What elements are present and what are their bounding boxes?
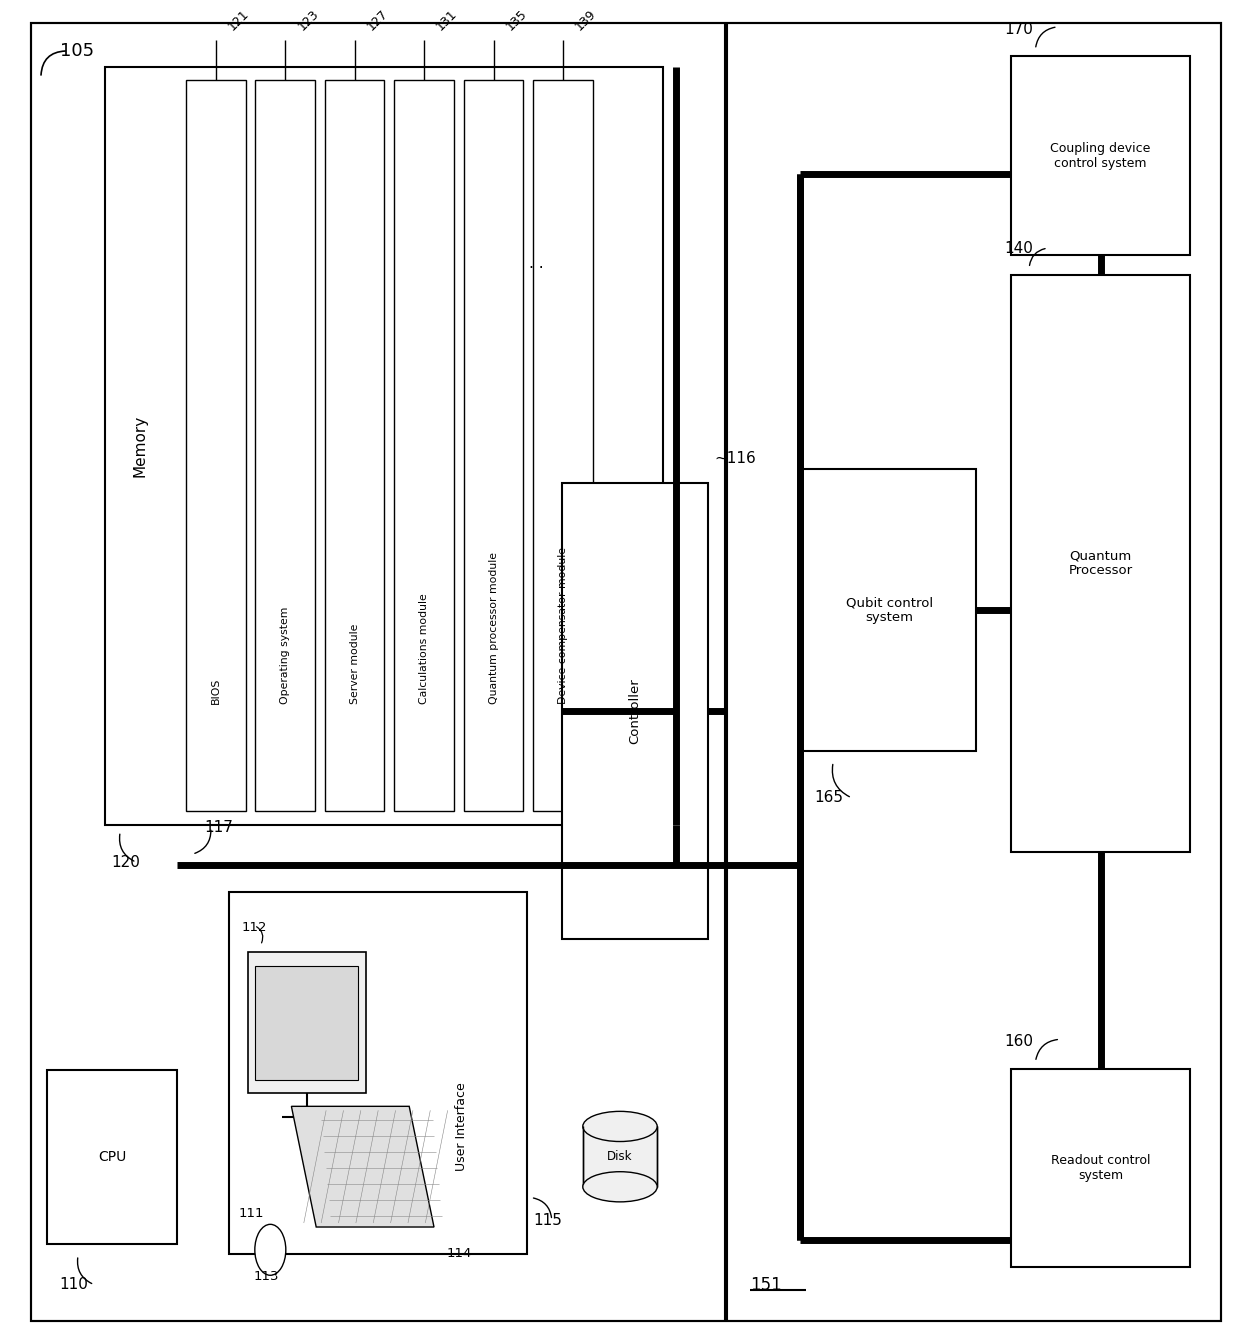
- Text: Operating system: Operating system: [280, 606, 290, 704]
- Text: BIOS: BIOS: [211, 677, 221, 704]
- Text: Qubit control
system: Qubit control system: [846, 597, 932, 624]
- Text: 121: 121: [226, 8, 252, 34]
- Bar: [533, 80, 593, 811]
- Text: 117: 117: [205, 819, 233, 835]
- Text: Quantum processor module: Quantum processor module: [489, 552, 498, 704]
- Bar: [229, 892, 527, 1254]
- Text: 115: 115: [533, 1212, 562, 1228]
- Text: Disk: Disk: [608, 1151, 632, 1163]
- Text: 111: 111: [238, 1207, 264, 1220]
- Text: 131: 131: [434, 8, 460, 34]
- Text: ~116: ~116: [714, 451, 756, 467]
- Ellipse shape: [255, 1224, 285, 1275]
- Bar: [31, 23, 725, 1321]
- Text: Server module: Server module: [350, 624, 360, 704]
- Bar: [727, 23, 1221, 1321]
- Ellipse shape: [583, 1112, 657, 1141]
- Bar: [47, 1070, 177, 1244]
- Bar: [394, 80, 454, 811]
- Text: Quantum
Processor: Quantum Processor: [1069, 550, 1132, 577]
- Bar: [248, 952, 366, 1093]
- Text: CPU: CPU: [98, 1151, 126, 1164]
- Text: 170: 170: [1004, 21, 1033, 38]
- Text: 151: 151: [750, 1275, 782, 1294]
- Text: Device compensator module: Device compensator module: [558, 547, 568, 704]
- Bar: [464, 80, 523, 811]
- Text: 123: 123: [295, 8, 321, 34]
- Text: 110: 110: [60, 1277, 88, 1293]
- Text: . .: . .: [529, 256, 544, 271]
- Bar: [325, 80, 384, 811]
- Text: 140: 140: [1004, 240, 1033, 256]
- Bar: [802, 469, 976, 751]
- Bar: [255, 80, 315, 811]
- Polygon shape: [291, 1106, 434, 1227]
- Text: Coupling device
control system: Coupling device control system: [1050, 142, 1151, 169]
- Text: 112: 112: [242, 921, 268, 935]
- Bar: [105, 67, 663, 825]
- Text: 135: 135: [503, 8, 529, 34]
- Bar: [583, 1126, 657, 1187]
- Text: 120: 120: [112, 854, 140, 870]
- Text: 105: 105: [60, 42, 94, 60]
- Text: 114: 114: [446, 1247, 471, 1261]
- Text: 113: 113: [254, 1270, 279, 1283]
- Bar: [255, 966, 358, 1080]
- Bar: [1011, 56, 1190, 255]
- Text: Memory: Memory: [133, 414, 148, 477]
- Bar: [186, 80, 246, 811]
- Text: 139: 139: [573, 8, 599, 34]
- Text: 165: 165: [815, 790, 843, 806]
- Ellipse shape: [583, 1172, 657, 1202]
- Text: Calculations module: Calculations module: [419, 593, 429, 704]
- Bar: [562, 483, 708, 939]
- Text: Controller: Controller: [629, 677, 641, 744]
- Bar: [1011, 1069, 1190, 1267]
- Bar: [1011, 275, 1190, 852]
- Text: User Interface: User Interface: [455, 1082, 467, 1172]
- Text: 127: 127: [365, 8, 391, 34]
- Text: Readout control
system: Readout control system: [1050, 1155, 1151, 1181]
- Text: 160: 160: [1004, 1034, 1033, 1050]
